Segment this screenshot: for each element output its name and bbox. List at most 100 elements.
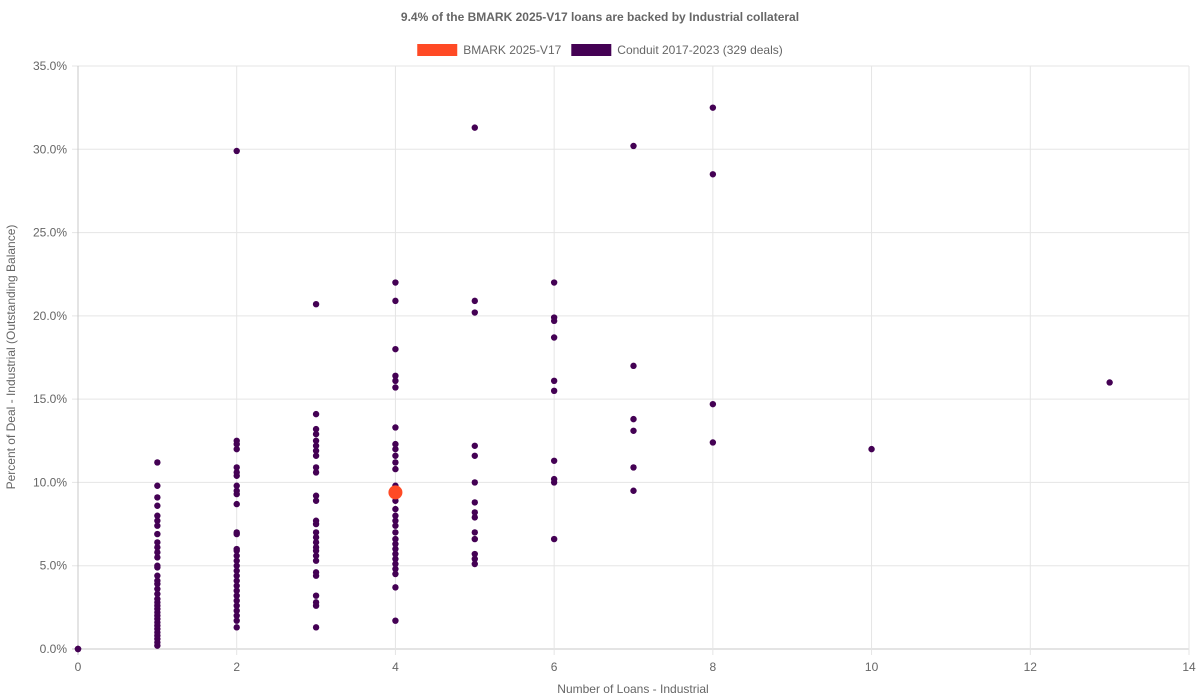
conduit-deal-point[interactable] — [233, 147, 240, 155]
conduit-deal-point[interactable] — [154, 539, 161, 546]
conduit-deal-point[interactable] — [154, 562, 161, 569]
conduit-deal-point[interactable] — [392, 560, 399, 568]
conduit-deal-point[interactable] — [154, 502, 161, 509]
conduit-deal-point[interactable] — [154, 544, 161, 551]
conduit-deal-point[interactable] — [312, 452, 320, 459]
conduit-deal-point[interactable] — [312, 544, 320, 551]
conduit-deal-point[interactable] — [392, 550, 399, 558]
conduit-deal-point[interactable] — [154, 517, 161, 524]
conduit-deal-point[interactable] — [630, 487, 637, 494]
conduit-deal-point[interactable] — [233, 567, 240, 574]
conduit-deal-point[interactable] — [392, 452, 399, 459]
conduit-deal-point[interactable] — [154, 554, 161, 561]
conduit-deal-point[interactable] — [471, 555, 478, 563]
conduit-deal-point[interactable] — [1106, 379, 1113, 386]
conduit-deal-point[interactable] — [312, 410, 320, 418]
conduit-deal-point[interactable] — [233, 602, 240, 609]
conduit-deal-point[interactable] — [392, 459, 399, 466]
conduit-deal-point[interactable] — [471, 535, 478, 543]
conduit-deal-point[interactable] — [233, 624, 240, 631]
conduit-deal-point[interactable] — [709, 439, 717, 446]
conduit-deal-point[interactable] — [471, 550, 478, 558]
conduit-deal-point[interactable] — [392, 545, 399, 553]
conduit-deal-point[interactable] — [392, 372, 399, 380]
conduit-deal-point[interactable] — [392, 384, 399, 391]
conduit-deal-point[interactable] — [471, 529, 478, 536]
conduit-deal-point[interactable] — [312, 569, 320, 576]
conduit-deal-point[interactable] — [630, 464, 637, 471]
conduit-deal-point[interactable] — [154, 590, 161, 598]
conduit-deal-point[interactable] — [392, 565, 399, 573]
conduit-deal-point[interactable] — [154, 522, 161, 529]
conduit-deal-point[interactable] — [392, 505, 399, 513]
conduit-deal-point[interactable] — [154, 482, 161, 489]
conduit-deal-point[interactable] — [550, 279, 558, 286]
conduit-deal-point[interactable] — [233, 597, 240, 604]
conduit-deal-point[interactable] — [392, 424, 399, 431]
conduit-deal-point[interactable] — [312, 442, 320, 449]
conduit-deal-point[interactable] — [392, 377, 399, 385]
conduit-deal-point[interactable] — [868, 445, 875, 453]
conduit-deal-point[interactable] — [550, 535, 558, 543]
conduit-deal-point[interactable] — [709, 171, 717, 178]
conduit-deal-point[interactable] — [233, 557, 240, 564]
conduit-deal-point[interactable] — [312, 430, 320, 438]
conduit-deal-point[interactable] — [233, 437, 240, 444]
conduit-deal-point[interactable] — [312, 517, 320, 524]
conduit-deal-point[interactable] — [392, 555, 399, 563]
conduit-deal-point[interactable] — [392, 529, 399, 536]
conduit-deal-point[interactable] — [233, 587, 240, 594]
conduit-deal-point[interactable] — [233, 592, 240, 599]
conduit-deal-point[interactable] — [392, 617, 399, 624]
conduit-deal-point[interactable] — [550, 377, 558, 385]
conduit-deal-point[interactable] — [471, 514, 478, 521]
conduit-deal-point[interactable] — [392, 465, 399, 473]
conduit-deal-point[interactable] — [74, 645, 82, 653]
conduit-deal-point[interactable] — [154, 577, 161, 584]
conduit-deal-point[interactable] — [312, 437, 320, 444]
conduit-deal-point[interactable] — [312, 599, 320, 606]
conduit-deal-point[interactable] — [550, 387, 558, 395]
conduit-deal-point[interactable] — [392, 522, 399, 529]
conduit-deal-point[interactable] — [233, 572, 240, 579]
conduit-deal-point[interactable] — [233, 617, 240, 624]
conduit-deal-point[interactable] — [392, 345, 399, 353]
conduit-deal-point[interactable] — [312, 534, 320, 541]
conduit-deal-point[interactable] — [233, 487, 240, 494]
conduit-deal-point[interactable] — [392, 440, 399, 448]
conduit-deal-point[interactable] — [471, 442, 478, 449]
conduit-deal-point[interactable] — [471, 297, 478, 305]
conduit-deal-point[interactable] — [233, 529, 240, 536]
conduit-deal-point[interactable] — [392, 279, 399, 286]
conduit-deal-point[interactable] — [233, 562, 240, 569]
conduit-deal-point[interactable] — [233, 500, 240, 508]
conduit-deal-point[interactable] — [630, 415, 637, 423]
conduit-deal-point[interactable] — [392, 297, 399, 305]
conduit-deal-point[interactable] — [392, 517, 399, 524]
conduit-deal-point[interactable] — [233, 464, 240, 471]
conduit-deal-point[interactable] — [312, 425, 320, 433]
conduit-deal-point[interactable] — [471, 499, 478, 506]
conduit-deal-point[interactable] — [233, 552, 240, 559]
conduit-deal-point[interactable] — [233, 577, 240, 584]
conduit-deal-point[interactable] — [233, 612, 240, 619]
conduit-deal-point[interactable] — [312, 529, 320, 536]
conduit-deal-point[interactable] — [550, 334, 558, 341]
conduit-deal-point[interactable] — [312, 624, 320, 631]
conduit-deal-point[interactable] — [312, 592, 320, 599]
conduit-deal-point[interactable] — [312, 497, 320, 504]
conduit-deal-point[interactable] — [471, 560, 478, 568]
conduit-deal-point[interactable] — [154, 572, 161, 579]
conduit-deal-point[interactable] — [154, 585, 161, 593]
conduit-deal-point[interactable] — [312, 447, 320, 454]
conduit-deal-point[interactable] — [392, 584, 399, 591]
conduit-deal-point[interactable] — [471, 509, 478, 516]
conduit-deal-point[interactable] — [550, 457, 558, 464]
conduit-deal-point[interactable] — [312, 464, 320, 471]
conduit-deal-point[interactable] — [312, 492, 320, 499]
conduit-deal-point[interactable] — [233, 607, 240, 614]
conduit-deal-point[interactable] — [154, 494, 161, 501]
conduit-deal-point[interactable] — [233, 545, 240, 553]
conduit-deal-point[interactable] — [233, 482, 240, 489]
conduit-deal-point[interactable] — [154, 512, 161, 519]
